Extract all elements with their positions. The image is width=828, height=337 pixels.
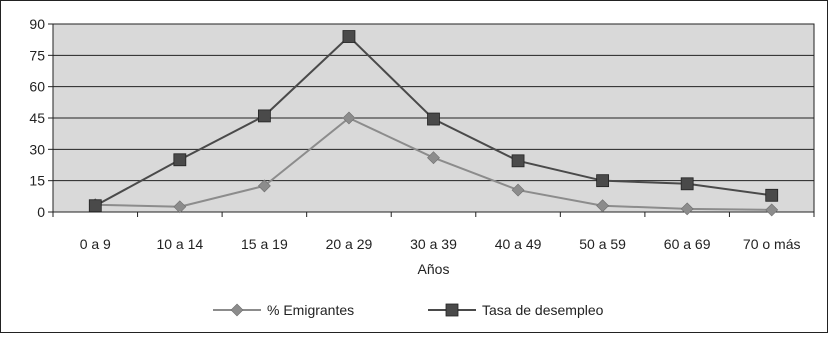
legend-marker-emigrantes [230, 303, 244, 317]
legend: % Emigrantes Tasa de desempleo [213, 302, 604, 318]
data-point-emigrantes [342, 111, 356, 125]
data-point-desempleo [173, 153, 187, 167]
x-tick-label: 40 a 49 [495, 236, 542, 252]
x-tick-label: 30 a 39 [410, 236, 457, 252]
data-point-desempleo [257, 109, 271, 123]
y-tick-label: 90 [29, 16, 45, 32]
series-group [88, 30, 779, 217]
data-point-emigrantes [427, 151, 440, 165]
data-point-desempleo [88, 199, 102, 213]
y-axis-ticks: 0 15 30 45 60 75 90 [29, 16, 53, 220]
data-point-emigrantes [173, 200, 187, 214]
y-tick-label: 15 [29, 173, 45, 189]
data-point-desempleo [511, 154, 525, 168]
y-tick-label: 60 [29, 79, 45, 95]
data-point-emigrantes [257, 179, 271, 193]
data-point-emigrantes [765, 203, 779, 217]
data-point-desempleo [680, 177, 694, 191]
y-tick-label: 75 [29, 47, 45, 63]
data-point-desempleo [342, 30, 356, 43]
data-point-desempleo [596, 174, 610, 188]
line-chart: 0 15 30 45 60 75 90 0 a 9 10 a 14 15 a 19 20 a 29… [29, 16, 815, 318]
y-tick-label: 45 [29, 110, 45, 126]
data-point-desempleo [765, 188, 779, 202]
series-desempleo [88, 30, 779, 213]
legend-item-emigrantes: % Emigrantes [213, 302, 354, 318]
x-tick-label: 0 a 9 [80, 236, 111, 252]
data-point-emigrantes [511, 183, 525, 197]
x-tick-label: 60 a 69 [664, 236, 711, 252]
legend-item-desempleo: Tasa de desempleo [428, 302, 604, 318]
data-point-desempleo [427, 112, 440, 126]
x-tick-label: 70 o más [743, 236, 801, 252]
x-axis-title: Años [418, 261, 450, 277]
x-tick-label: 50 a 59 [579, 236, 626, 252]
legend-marker-desempleo [445, 303, 459, 317]
data-point-emigrantes [596, 199, 610, 213]
legend-label: % Emigrantes [267, 302, 354, 318]
x-tick-label: 15 a 19 [241, 236, 288, 252]
y-tick-label: 0 [37, 204, 45, 220]
legend-label: Tasa de desempleo [482, 302, 604, 318]
y-tick-label: 30 [29, 141, 45, 157]
x-axis-ticks: 0 a 9 10 a 14 15 a 19 20 a 29 30 a 39 40 a 49… [52, 212, 815, 252]
x-tick-label: 10 a 14 [156, 236, 203, 252]
x-tick-label: 20 a 29 [326, 236, 373, 252]
data-point-emigrantes [680, 202, 694, 216]
